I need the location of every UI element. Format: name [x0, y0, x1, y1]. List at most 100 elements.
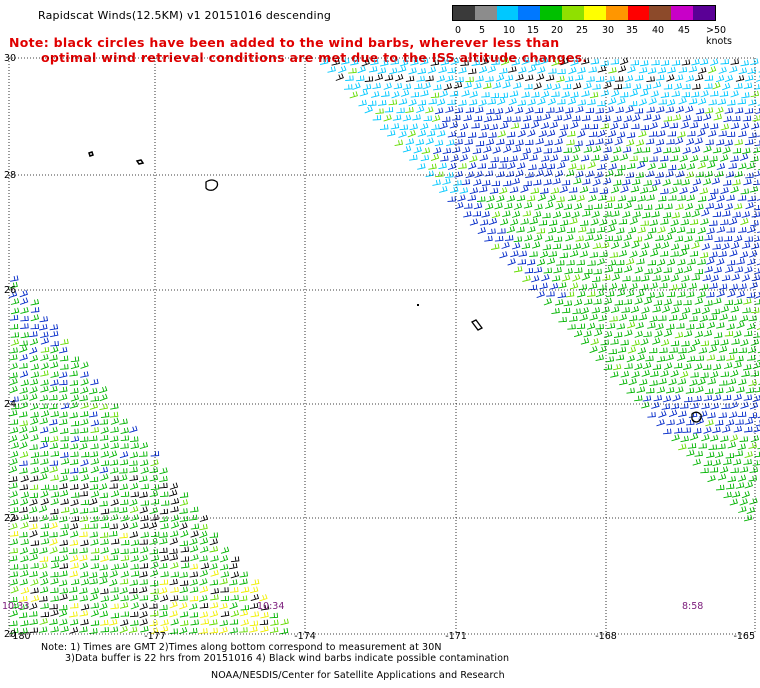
wind-barb — [120, 427, 129, 435]
wind-barb — [59, 618, 68, 626]
wind-barb — [571, 115, 581, 122]
wind-barb — [589, 123, 599, 130]
wind-barb — [150, 594, 159, 602]
wind-barb — [718, 130, 727, 137]
wind-barb — [50, 609, 59, 617]
wind-barb — [99, 492, 109, 499]
wind-barb — [49, 418, 58, 426]
wind-barb — [738, 347, 747, 354]
wind-barb — [597, 100, 606, 107]
wind-barb — [511, 210, 521, 218]
wind-barb — [567, 194, 577, 202]
wind-barb — [417, 163, 426, 170]
wind-barb — [9, 522, 18, 530]
wind-barb — [747, 67, 757, 75]
wind-barb — [239, 571, 249, 578]
wind-barb — [50, 491, 60, 498]
wind-barb — [50, 577, 59, 585]
wind-barb — [617, 195, 627, 202]
wind-barb — [651, 59, 660, 66]
wind-barb — [524, 267, 534, 274]
wind-barb — [586, 228, 595, 234]
wind-barb — [129, 498, 138, 507]
wind-barb — [436, 98, 446, 106]
wind-barb — [748, 379, 757, 387]
wind-barb — [656, 74, 665, 81]
wind-barb — [564, 268, 573, 275]
wind-barb — [628, 100, 638, 107]
wind-barb — [383, 114, 392, 122]
wind-barb — [643, 204, 653, 211]
wind-barb — [578, 284, 588, 291]
wind-barb — [49, 361, 59, 369]
lat-lon-grid — [8, 57, 756, 635]
wind-barb — [438, 162, 447, 170]
wind-barb — [743, 82, 753, 89]
wind-barb — [427, 66, 437, 74]
wind-barb — [467, 132, 477, 138]
wind-barb — [119, 418, 128, 425]
wind-barb — [59, 570, 68, 577]
wind-barb — [571, 211, 580, 219]
wind-barb — [60, 498, 69, 505]
wind-barb — [159, 610, 168, 618]
wind-barb — [605, 106, 614, 114]
wind-barb — [629, 155, 638, 162]
wind-barb — [40, 410, 50, 418]
wind-barb — [375, 108, 384, 115]
wind-barb — [747, 225, 756, 234]
wind-barb — [90, 609, 99, 617]
wind-barb — [159, 516, 169, 523]
wind-barb — [69, 483, 79, 490]
wind-barb — [59, 411, 68, 418]
wind-barb — [40, 362, 49, 370]
wind-barb — [742, 115, 752, 122]
wind-barb — [479, 154, 489, 162]
wind-barb — [699, 187, 709, 195]
wind-barb — [199, 514, 209, 522]
wind-barb — [413, 83, 423, 90]
wind-barb — [671, 59, 681, 66]
wind-barb — [593, 329, 603, 337]
wind-barb — [189, 571, 199, 578]
wind-barb — [727, 378, 737, 385]
wind-barb — [109, 626, 119, 633]
wind-barb — [535, 73, 545, 81]
wind-barb — [18, 612, 28, 619]
wind-barb — [673, 362, 683, 369]
wind-barb — [30, 587, 39, 594]
wind-barb — [420, 154, 430, 162]
wind-barb — [489, 123, 499, 131]
wind-barb — [656, 386, 666, 394]
wind-barb — [559, 185, 568, 194]
wind-barb — [59, 418, 68, 426]
wind-barb — [694, 74, 704, 81]
wind-barb — [563, 147, 572, 153]
wind-barb — [634, 362, 643, 371]
wind-barb — [552, 177, 561, 185]
wind-barb — [575, 170, 584, 178]
wind-barb — [20, 555, 29, 563]
wind-barb — [560, 58, 569, 66]
wind-barb — [59, 489, 69, 497]
wind-barb — [70, 387, 79, 394]
wind-barb — [663, 298, 673, 306]
wind-barb — [682, 114, 691, 122]
wind-barb — [733, 330, 742, 338]
wind-barb — [19, 370, 29, 378]
wind-barb — [720, 186, 729, 195]
wind-barb — [704, 234, 713, 241]
wind-barb — [20, 538, 29, 546]
wind-barb — [50, 435, 59, 443]
wind-barb — [602, 274, 611, 281]
wind-barb — [733, 361, 742, 369]
wind-barb — [645, 355, 654, 362]
wind-barb — [572, 82, 582, 90]
wind-barb — [473, 115, 483, 122]
wind-barb — [547, 97, 556, 106]
wind-barb — [100, 619, 109, 626]
wind-barb — [720, 339, 729, 346]
wind-barb — [515, 139, 524, 147]
wind-barb — [500, 57, 510, 66]
wind-barb — [454, 107, 464, 114]
